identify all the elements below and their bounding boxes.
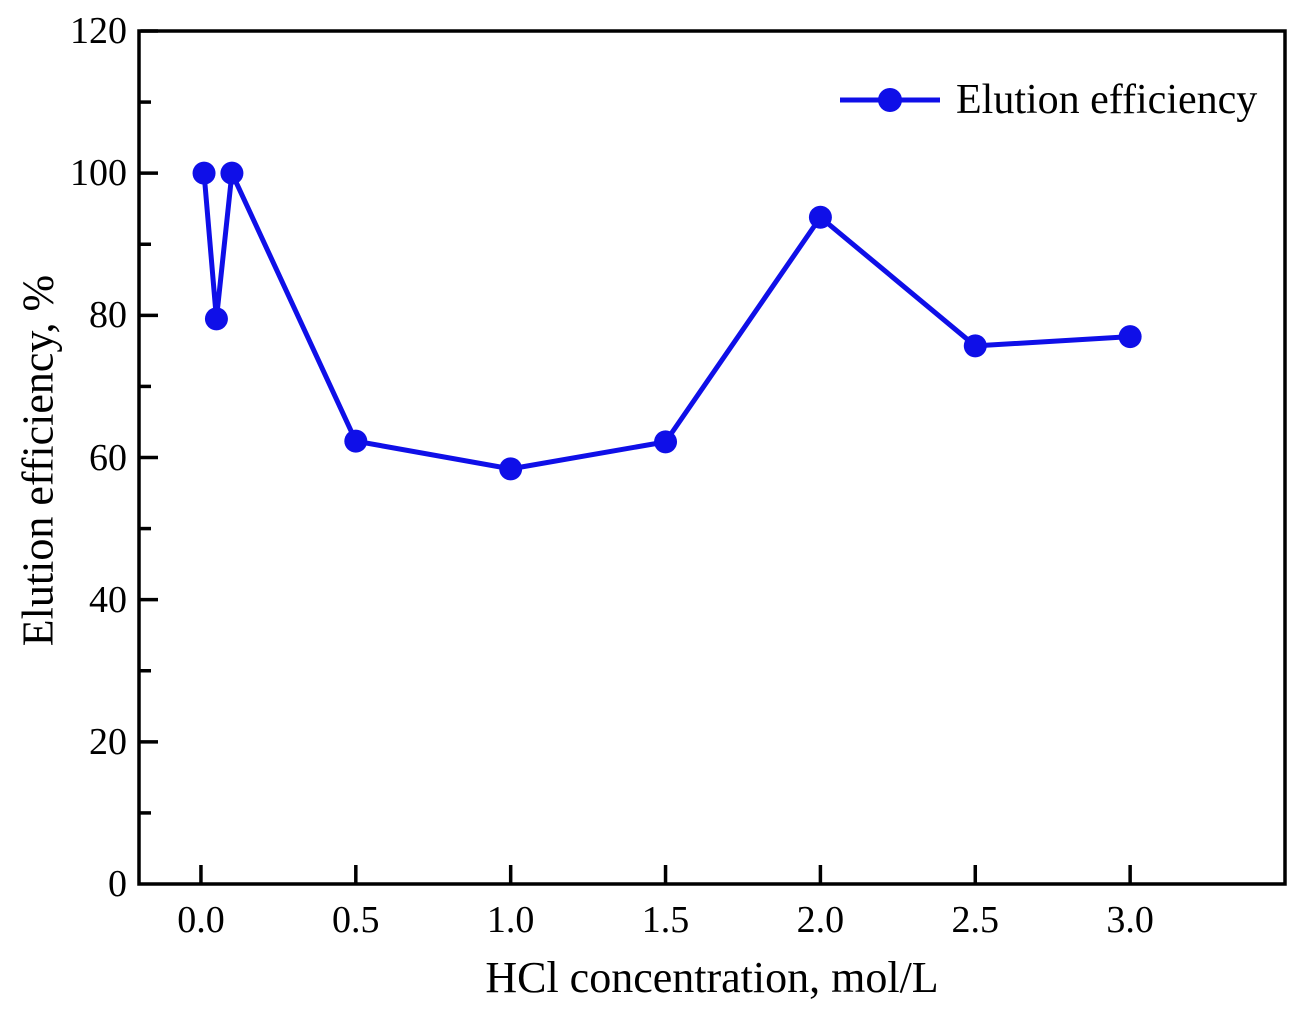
y-tick-label: 80 [89, 294, 127, 337]
plot-frame [137, 29, 1287, 886]
y-tick-label: 100 [70, 152, 127, 195]
data-point-marker [808, 205, 832, 229]
data-point-marker [344, 429, 368, 453]
x-tick-label: 0.5 [332, 899, 380, 941]
y-tick-label: 40 [89, 578, 127, 621]
x-tick-label: 3.0 [1106, 899, 1154, 941]
data-point-marker [220, 161, 244, 185]
legend: Elution efficiency [838, 70, 1257, 130]
x-tick-label: 1.5 [641, 899, 690, 941]
data-point-marker [204, 307, 228, 331]
legend-line-marker-icon [840, 88, 940, 112]
data-point-marker [192, 161, 216, 185]
y-tick-label: 0 [108, 863, 127, 905]
x-tick-label: 1.0 [486, 899, 535, 941]
y-tick-label: 60 [89, 436, 127, 479]
data-point-marker [654, 430, 678, 454]
x-axis-title: HCl concentration, mol/L [485, 953, 939, 1002]
data-point-marker [1118, 325, 1142, 349]
data-point-marker [963, 334, 987, 358]
y-axis-title: Elution efficiency, % [13, 274, 63, 647]
legend-entry-label: Elution efficiency [956, 77, 1258, 123]
x-tick-label: 2.0 [796, 899, 845, 941]
x-tick-label: 2.5 [951, 899, 1000, 941]
y-tick-label: 20 [89, 720, 127, 763]
series-line [201, 170, 1131, 472]
data-point-marker [499, 457, 523, 481]
y-tick-label: 120 [70, 10, 127, 52]
x-tick-label: 0.0 [177, 899, 225, 941]
